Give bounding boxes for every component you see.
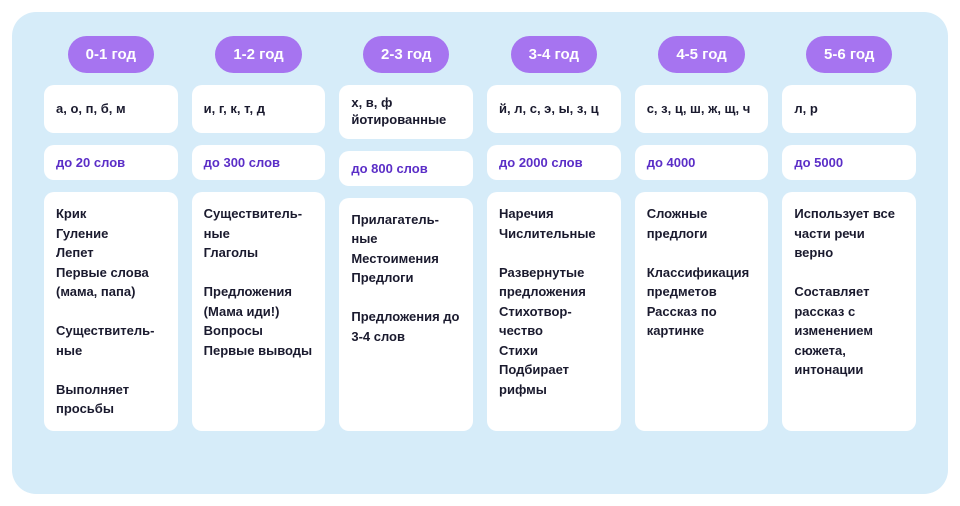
- sounds-cell: а, о, п, б, м: [44, 85, 178, 133]
- words-cell: до 5000: [782, 145, 916, 180]
- sounds-cell: и, г, к, т, д: [192, 85, 326, 133]
- sounds-cell: й, л, с, э, ы, з, ц: [487, 85, 621, 133]
- age-column-5: 5-6 год л, р до 5000 Использует все част…: [782, 36, 916, 431]
- age-pill: 0-1 год: [68, 36, 154, 73]
- age-column-2: 2-3 год х, в, ф йотированные до 800 слов…: [339, 36, 473, 431]
- age-pill: 1-2 год: [215, 36, 301, 73]
- sounds-cell: л, р: [782, 85, 916, 133]
- details-cell: Использует все части речи верно Составля…: [782, 192, 916, 431]
- words-cell: до 2000 слов: [487, 145, 621, 180]
- details-cell: Наречия Числительные Развернутые предлож…: [487, 192, 621, 431]
- age-column-3: 3-4 год й, л, с, э, ы, з, ц до 2000 слов…: [487, 36, 621, 431]
- age-pill: 3-4 год: [511, 36, 597, 73]
- words-cell: до 800 слов: [339, 151, 473, 186]
- words-cell: до 4000: [635, 145, 769, 180]
- speech-development-table: 0-1 год а, о, п, б, м до 20 слов Крик Гу…: [12, 12, 948, 494]
- age-column-1: 1-2 год и, г, к, т, д до 300 слов Сущест…: [192, 36, 326, 431]
- details-cell: Сложные предлоги Классификация предметов…: [635, 192, 769, 431]
- columns-grid: 0-1 год а, о, п, б, м до 20 слов Крик Гу…: [44, 36, 916, 431]
- details-cell: Существитель- ные Глаголы Предложения (М…: [192, 192, 326, 431]
- sounds-cell: с, з, ц, ш, ж, щ, ч: [635, 85, 769, 133]
- details-cell: Прилагатель- ные Местоимения Предлоги Пр…: [339, 198, 473, 431]
- details-cell: Крик Гуление Лепет Первые слова (мама, п…: [44, 192, 178, 431]
- age-column-4: 4-5 год с, з, ц, ш, ж, щ, ч до 4000 Слож…: [635, 36, 769, 431]
- age-column-0: 0-1 год а, о, п, б, м до 20 слов Крик Гу…: [44, 36, 178, 431]
- age-pill: 2-3 год: [363, 36, 449, 73]
- sounds-cell: х, в, ф йотированные: [339, 85, 473, 139]
- words-cell: до 20 слов: [44, 145, 178, 180]
- age-pill: 4-5 год: [658, 36, 744, 73]
- words-cell: до 300 слов: [192, 145, 326, 180]
- age-pill: 5-6 год: [806, 36, 892, 73]
